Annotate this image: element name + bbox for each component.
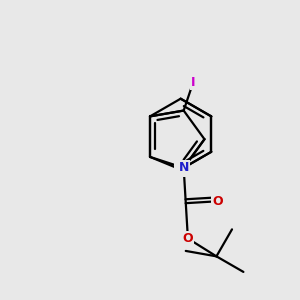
- Text: O: O: [183, 232, 193, 245]
- Text: O: O: [212, 195, 223, 208]
- Text: N: N: [176, 163, 186, 176]
- Text: N: N: [178, 161, 189, 174]
- Text: I: I: [191, 76, 196, 88]
